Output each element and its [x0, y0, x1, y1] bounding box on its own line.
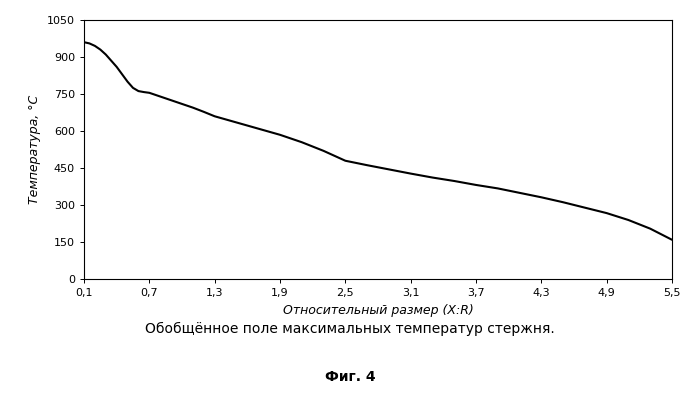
Text: Фиг. 4: Фиг. 4: [325, 370, 375, 384]
Y-axis label: Температура, °С: Температура, °С: [29, 95, 41, 204]
Text: Обобщённое поле максимальных температур стержня.: Обобщённое поле максимальных температур …: [145, 322, 555, 336]
X-axis label: Относительный размер (X:R): Относительный размер (X:R): [283, 304, 473, 317]
